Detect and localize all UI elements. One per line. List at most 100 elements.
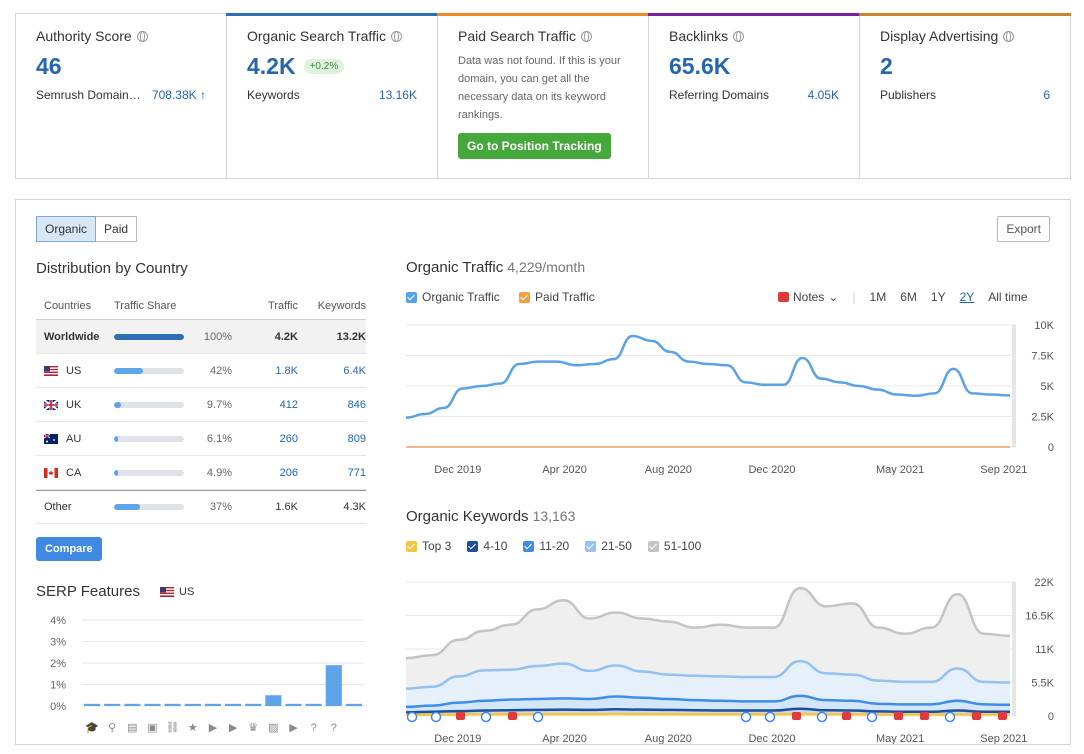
- paid-traffic-title: Paid Search Traffic: [458, 28, 577, 44]
- publishers-label: Publishers: [880, 88, 937, 102]
- tab-organic[interactable]: Organic: [36, 216, 97, 242]
- display-advertising-title: Display Advertising: [880, 28, 999, 44]
- serp-features-chart: 4% 3% 2% 1% 0% 🎓 ⚲ ▤ ▣ ⛓ ★ ▶ ▶ ♛ ▨ ▶??: [50, 615, 364, 734]
- semrush-domain-value[interactable]: 708.38K ↑: [151, 88, 206, 102]
- country-row-ca[interactable]: CA 4.9% 206 771: [36, 456, 366, 490]
- traffic-share-pct: 4.9%: [206, 466, 232, 479]
- x-tick-label: Sep 2021: [980, 733, 1027, 744]
- export-button[interactable]: Export: [997, 216, 1050, 242]
- note-icon: [778, 292, 789, 302]
- country-keywords: 4.3K: [343, 501, 366, 513]
- series-line-21-50: [406, 659, 1011, 690]
- compare-button[interactable]: Compare: [36, 537, 102, 561]
- publishers-value[interactable]: 6: [1043, 88, 1050, 102]
- legend-organic-traffic[interactable]: Organic Traffic: [406, 290, 500, 304]
- google-update-icon: [764, 711, 776, 723]
- notes-dropdown[interactable]: Notes ⌄: [778, 290, 838, 304]
- legend-kw-51-100[interactable]: 51-100: [647, 539, 701, 553]
- ca-flag-icon: [44, 467, 58, 478]
- range-1m[interactable]: 1M: [869, 290, 887, 304]
- serp-y-tick: 0%: [50, 701, 66, 713]
- serp-bar: [204, 703, 221, 706]
- country-row-worldwide[interactable]: Worldwide 100% 4.2K 13.2K: [36, 320, 366, 354]
- country-name: Other: [44, 501, 72, 513]
- y-tick-label: 16.5K: [1025, 611, 1054, 623]
- authority-score-title: Authority Score: [36, 28, 132, 44]
- country-keywords: 13.2K: [336, 330, 366, 343]
- note-marker-icon: [998, 712, 1007, 720]
- x-tick-label: Apr 2020: [542, 733, 587, 744]
- organic-traffic-delta: +0.2%: [303, 59, 345, 74]
- range-6m[interactable]: 6M: [900, 290, 917, 304]
- note-marker-icon: [842, 712, 851, 720]
- google-update-icon: [406, 711, 418, 723]
- x-tick-label: May 2021: [876, 464, 924, 475]
- question-icon: ?: [331, 722, 337, 734]
- checkbox-icon: [467, 540, 479, 552]
- country-traffic[interactable]: 1.8K: [275, 364, 298, 377]
- news-icon: ▤: [127, 722, 137, 734]
- authority-score-card[interactable]: Authority Score 46 Semrush Domain… 708.38…: [16, 14, 227, 178]
- series-line-4-10: [406, 707, 1010, 714]
- traffic-share-bar: [114, 469, 184, 476]
- backlinks-card[interactable]: Backlinks 65.6K Referring Domains 4.05K: [648, 13, 860, 178]
- serp-features-title: SERP Features: [36, 583, 140, 600]
- country-traffic[interactable]: 206: [279, 466, 298, 479]
- x-tick-label: Aug 2020: [645, 733, 692, 744]
- play-icon: ▶: [289, 722, 298, 734]
- tab-paid[interactable]: Paid: [96, 216, 138, 242]
- display-advertising-card[interactable]: Display Advertising 2 Publishers 6: [859, 13, 1071, 178]
- organic-traffic-card[interactable]: Organic Search Traffic 4.2K +0.2% Keyword…: [226, 13, 438, 178]
- keywords-value[interactable]: 13.16K: [378, 88, 417, 102]
- range-1y[interactable]: 1Y: [930, 290, 946, 304]
- serp-country[interactable]: US: [160, 586, 194, 598]
- country-row-uk[interactable]: UK 9.7% 412 846: [36, 388, 366, 422]
- country-name: AU: [66, 432, 82, 445]
- y-tick-label: 7.5K: [1031, 351, 1054, 363]
- position-tracking-button[interactable]: Go to Position Tracking: [458, 133, 611, 159]
- traffic-share-pct: 9.7%: [206, 398, 232, 411]
- globe-icon: [1003, 30, 1015, 42]
- range-all-time[interactable]: All time: [988, 290, 1028, 304]
- note-marker-icon: [508, 712, 517, 720]
- legend-kw-top-3[interactable]: Top 3: [406, 539, 451, 553]
- col-traffic: Traffic: [268, 299, 298, 312]
- pin-icon: ⚲: [108, 722, 116, 734]
- country-traffic: 4.2K: [274, 330, 298, 343]
- country-traffic[interactable]: 412: [279, 398, 298, 411]
- serp-country-label: US: [179, 586, 195, 598]
- country-keywords[interactable]: 809: [347, 432, 366, 445]
- backlinks-value: 65.6K: [669, 53, 731, 79]
- legend-kw-4-10[interactable]: 4-10: [467, 539, 507, 553]
- legend-paid-traffic[interactable]: Paid Traffic: [519, 290, 595, 304]
- x-tick-label: Dec 2019: [434, 733, 481, 744]
- video-icon: ▶: [209, 722, 218, 734]
- y-tick-label: 10K: [1034, 320, 1054, 332]
- crown-icon: ♛: [248, 722, 258, 734]
- note-marker-icon: [920, 712, 929, 720]
- checkbox-icon: [585, 540, 597, 552]
- serp-y-tick: 3%: [50, 637, 66, 649]
- country-row-au[interactable]: AU 6.1% 260 809: [36, 422, 366, 456]
- y-tick-label: 22K: [1034, 577, 1054, 589]
- referring-domains-value[interactable]: 4.05K: [807, 88, 839, 102]
- organic-keywords-chart: 22K 16.5K 11K 5.5K 0 Dec 2019 Apr 2020 Aug 2020…: [406, 577, 1055, 744]
- backlinks-title: Backlinks: [669, 28, 729, 44]
- checkbox-icon: [406, 540, 417, 552]
- scroll-edge: [1012, 325, 1016, 447]
- country-row-us[interactable]: US 42% 1.8K 6.4K: [36, 354, 366, 388]
- legend-kw-21-50[interactable]: 21-50: [585, 539, 632, 553]
- note-marker-icon: [456, 712, 465, 720]
- country-keywords[interactable]: 846: [347, 398, 366, 411]
- country-traffic[interactable]: 260: [279, 432, 298, 445]
- country-keywords[interactable]: 771: [347, 466, 366, 479]
- range-2y[interactable]: 2Y: [959, 290, 975, 304]
- country-keywords[interactable]: 6.4K: [343, 364, 366, 377]
- serp-bar: [325, 665, 342, 706]
- keywords-label: Keywords: [247, 88, 300, 102]
- legend-kw-11-20[interactable]: 11-20: [523, 539, 569, 553]
- note-marker-icon: [972, 712, 981, 720]
- organic-traffic-chart: 10K 7.5K 5K 2.5K 0 Dec 2019 Apr 2020 Aug 2020 De…: [406, 320, 1055, 475]
- country-row-other[interactable]: Other 37% 1.6K 4.3K: [36, 490, 366, 524]
- series-line-organic-traffic: [406, 334, 1011, 419]
